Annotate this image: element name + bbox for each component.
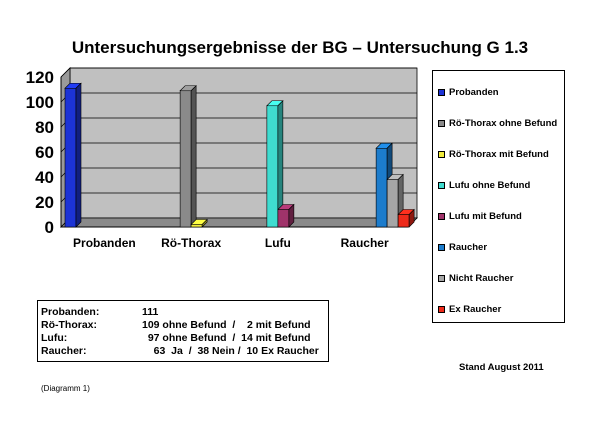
summary-row: Rö-Thorax: 109 ohne Befund / 2 mit Befund [41,319,328,332]
summary-label: Rö-Thorax: [41,319,97,331]
bar [179,85,197,228]
summary-value: 63 Ja / 38 Nein / 10 Ex Raucher [142,345,319,357]
legend-swatch [438,120,445,127]
bar [266,100,284,228]
legend-item: Rö-Thorax ohne Befund [438,108,564,139]
summary-row: Raucher: 63 Ja / 38 Nein / 10 Ex Raucher [41,345,328,358]
legend-swatch [438,213,445,220]
y-tick-label: 0 [45,218,54,237]
legend-swatch [438,151,445,158]
gridline [60,67,417,78]
bar [64,82,82,228]
legend-swatch [438,89,445,96]
y-tick-label: 60 [35,143,54,162]
x-tick-label: Rö-Thorax [161,236,221,250]
y-tick-label: 20 [35,193,54,212]
legend-label: Lufu ohne Befund [449,180,531,191]
bar [397,208,415,228]
legend-item: Raucher [438,232,564,263]
legend-item: Lufu mit Befund [438,201,564,232]
summary-label: Lufu: [41,332,68,344]
y-tick-label: 80 [35,118,54,137]
legend-label: Nicht Raucher [449,273,514,284]
summary-row: Probanden: 111 [41,306,328,319]
stand-date: Stand August 2011 [459,362,544,373]
plot-floor [60,217,418,228]
legend-swatch [438,182,445,189]
legend-item: Rö-Thorax mit Befund [438,139,564,170]
x-tick-label: Lufu [265,236,291,250]
summary-value: 109 ohne Befund / 2 mit Befund [142,319,311,331]
y-tick-label: 120 [26,68,54,87]
legend-label: Probanden [449,87,499,98]
y-tick-label: 40 [35,168,54,187]
bar [190,218,208,228]
legend-label: Lufu mit Befund [449,211,522,222]
legend-swatch [438,244,445,251]
legend-label: Ex Raucher [449,304,502,315]
chart-legend: Probanden Rö-Thorax ohne Befund Rö-Thorax … [432,70,565,323]
chart-title: Untersuchungsergebnisse der BG – Untersu… [71,38,529,57]
legend-swatch [438,306,445,313]
diagram-caption: (Diagramm 1) [41,384,90,393]
x-tick-label: Raucher [341,236,389,250]
legend-item: Probanden [438,77,564,108]
legend-item: Nicht Raucher [438,263,564,294]
legend-item: Lufu ohne Befund [438,170,564,201]
legend-item: Ex Raucher [438,294,564,325]
legend-swatch [438,275,445,282]
summary-value: 97 ohne Befund / 14 mit Befund [142,332,311,344]
bar [277,203,295,228]
x-tick-label: Probanden [73,236,136,250]
summary-box: Probanden: 111 Rö-Thorax: 109 ohne Befund /… [37,300,329,362]
summary-label: Probanden: [41,306,100,318]
summary-row: Lufu: 97 ohne Befund / 14 mit Befund [41,332,328,345]
legend-label: Rö-Thorax mit Befund [449,149,549,160]
summary-label: Raucher: [41,345,87,357]
legend-label: Rö-Thorax ohne Befund [449,118,558,129]
legend-label: Raucher [449,242,488,253]
y-tick-label: 100 [26,93,54,112]
summary-value: 111 [142,306,159,318]
